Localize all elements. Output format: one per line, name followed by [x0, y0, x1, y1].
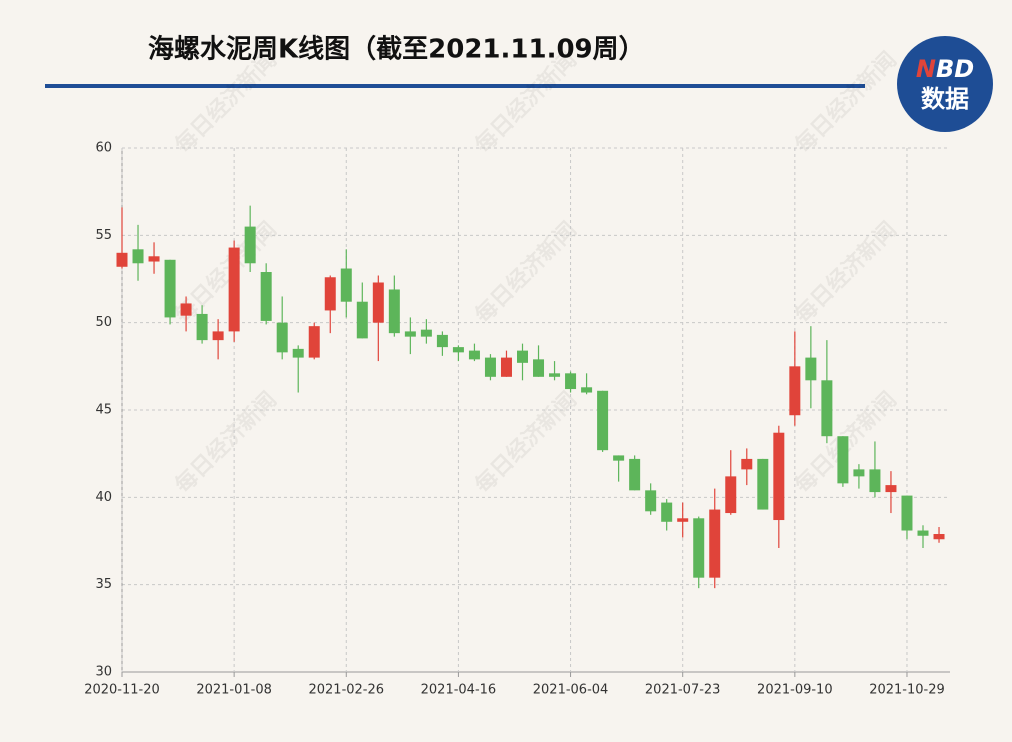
candle-body	[693, 518, 705, 578]
y-tick-label: 55	[95, 228, 112, 243]
x-tick-label: 2021-07-23	[645, 683, 721, 698]
title-rule	[45, 84, 865, 88]
y-tick-label: 45	[95, 403, 112, 418]
candle-body	[517, 350, 528, 363]
candle-body	[452, 347, 464, 353]
candle-body	[116, 252, 128, 267]
x-tick-label: 2021-02-26	[308, 683, 384, 698]
candle-body	[901, 495, 913, 531]
candle-body	[677, 518, 689, 522]
logo	[897, 36, 993, 132]
candle-body	[597, 390, 609, 451]
candle-body	[388, 289, 400, 334]
y-tick-label: 50	[95, 315, 112, 330]
candle-body	[741, 458, 753, 470]
y-tick-label: 30	[95, 665, 112, 680]
candle-body	[340, 268, 352, 302]
candle-body	[917, 530, 929, 536]
y-tick-label: 35	[95, 577, 112, 592]
candle-body	[757, 458, 769, 510]
candle-body	[773, 432, 785, 521]
candle-body	[725, 476, 737, 514]
candle-body	[228, 247, 240, 332]
candle-body	[853, 469, 865, 477]
candle-body	[148, 256, 160, 262]
candle-body	[212, 331, 224, 341]
candle-body	[324, 277, 336, 311]
candle-body	[533, 359, 545, 377]
candle-body	[565, 373, 577, 390]
candle-body	[404, 331, 416, 337]
candle-body	[276, 322, 288, 353]
candle-body	[581, 387, 593, 393]
candle-body	[837, 436, 849, 484]
x-tick-label: 2021-10-29	[869, 683, 945, 698]
y-tick-label: 60	[95, 141, 112, 156]
chart-title: 海螺水泥周K线图（截至2021.11.09周）	[148, 35, 645, 65]
y-tick-label: 40	[95, 490, 112, 505]
candle-body	[308, 326, 320, 358]
x-tick-label: 2021-06-04	[533, 683, 609, 698]
logo-n: N	[916, 55, 936, 83]
candle-body	[180, 303, 192, 316]
logo-sub: 数据	[921, 85, 969, 113]
candle-body	[196, 313, 208, 341]
candle-body	[933, 534, 945, 540]
candle-body	[709, 509, 721, 578]
candle-body	[164, 259, 176, 318]
candle-body	[436, 334, 448, 348]
candle-body	[549, 373, 561, 377]
candle-body	[661, 502, 673, 522]
candle-body	[260, 272, 272, 321]
x-tick-label: 2020-11-20	[84, 683, 160, 698]
candle-body	[420, 329, 432, 337]
candle-body	[500, 357, 512, 377]
candle-body	[805, 357, 817, 381]
logo-text: NBD	[916, 55, 974, 83]
x-tick-label: 2021-09-10	[757, 683, 833, 698]
candle-body	[292, 348, 304, 358]
candle-body	[789, 366, 801, 416]
candle-body	[244, 226, 256, 264]
logo-bd: BD	[936, 55, 974, 83]
candle-body	[356, 301, 368, 339]
candle-body	[484, 357, 496, 377]
candle-body	[629, 458, 641, 491]
x-tick-label: 2021-04-16	[421, 683, 497, 698]
candle-body	[132, 249, 144, 264]
candle-body	[372, 282, 384, 323]
candle-body	[821, 380, 833, 437]
candle-body	[885, 485, 897, 493]
candle-body	[645, 490, 657, 512]
candle-body	[869, 469, 881, 493]
x-tick-label: 2021-01-08	[196, 683, 272, 698]
candle-body	[468, 350, 480, 360]
candle-body	[613, 455, 625, 461]
